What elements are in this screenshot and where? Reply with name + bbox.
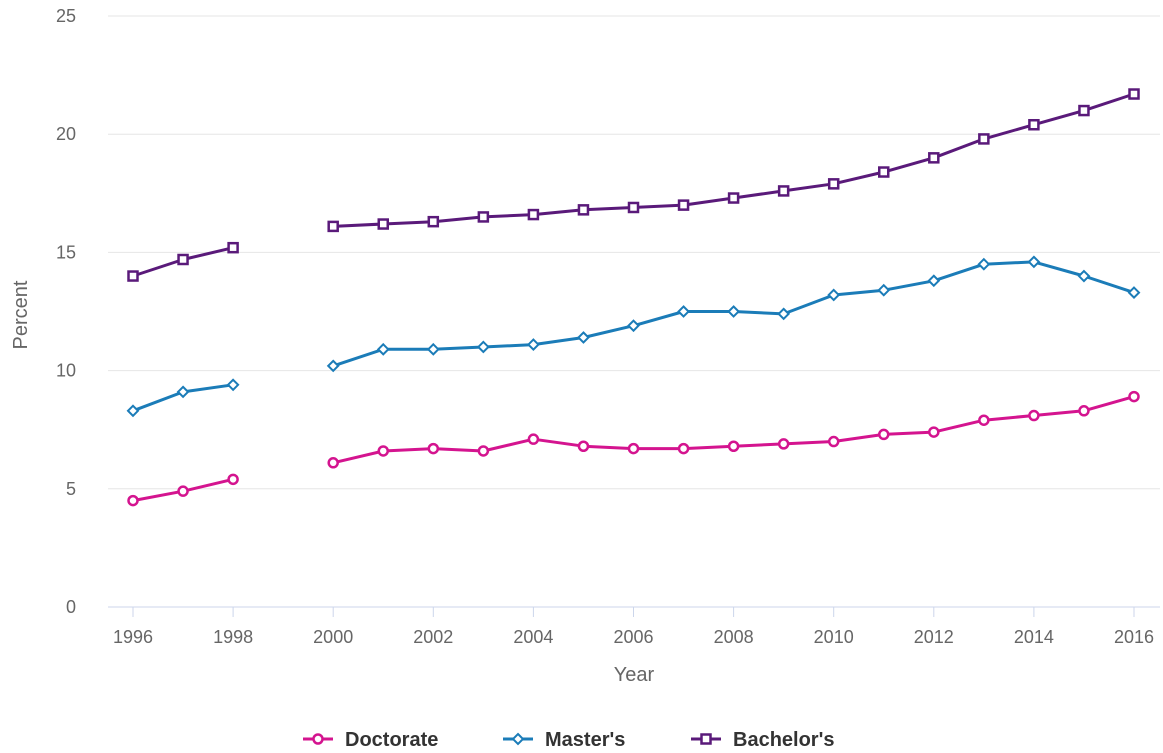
data-point [879, 285, 889, 295]
legend-marker [702, 735, 711, 744]
series-2 [129, 90, 1139, 281]
data-point [329, 458, 338, 467]
data-point [529, 435, 538, 444]
data-point [729, 442, 738, 451]
data-point [779, 186, 788, 195]
data-point [228, 380, 238, 390]
y-tick-label: 25 [56, 6, 76, 26]
x-tick-label: 2004 [513, 627, 553, 647]
data-point [428, 344, 438, 354]
x-tick-label: 2002 [413, 627, 453, 647]
series-0 [129, 392, 1139, 505]
data-point [879, 168, 888, 177]
data-point [429, 444, 438, 453]
series-line [133, 94, 1134, 276]
data-point [1079, 271, 1089, 281]
data-point [1029, 411, 1038, 420]
legend: Doctorate Master's Bachelor's [303, 729, 834, 751]
data-point [679, 307, 689, 317]
legend-item: Doctorate [303, 729, 438, 751]
data-point [829, 437, 838, 446]
data-point [329, 222, 338, 231]
data-point [379, 446, 388, 455]
legend-marker [314, 735, 323, 744]
y-tick-label: 10 [56, 361, 76, 381]
data-point [1079, 406, 1088, 415]
legend-marker [513, 734, 523, 744]
x-tick-label: 2006 [613, 627, 653, 647]
x-axis-title: Year [614, 664, 655, 686]
data-point [328, 361, 338, 371]
series-layer [128, 90, 1139, 506]
data-point [979, 134, 988, 143]
y-tick-label: 15 [56, 242, 76, 262]
y-axis-title: Percent [10, 280, 32, 349]
legend-label: Master's [545, 729, 625, 751]
x-tick-label: 1996 [113, 627, 153, 647]
data-point [479, 446, 488, 455]
x-tick-label: 2014 [1014, 627, 1054, 647]
data-point [829, 179, 838, 188]
data-point [579, 205, 588, 214]
data-point [729, 307, 739, 317]
data-point [929, 428, 938, 437]
data-point [179, 487, 188, 496]
data-point [629, 321, 639, 331]
data-point [528, 340, 538, 350]
data-point [378, 344, 388, 354]
x-tick-label: 2012 [914, 627, 954, 647]
data-point [579, 442, 588, 451]
data-point [1130, 392, 1139, 401]
legend-label: Bachelor's [733, 729, 834, 751]
series-1 [128, 257, 1139, 416]
data-point [679, 201, 688, 210]
x-tick-label: 2016 [1114, 627, 1154, 647]
data-point [178, 387, 188, 397]
data-point [578, 333, 588, 343]
data-point [779, 309, 789, 319]
data-point [1029, 120, 1038, 129]
data-point [478, 342, 488, 352]
data-point [979, 259, 989, 269]
data-point [679, 444, 688, 453]
data-point [179, 255, 188, 264]
series-line [133, 262, 1134, 411]
x-tick-label: 2000 [313, 627, 353, 647]
x-tick-label: 2010 [814, 627, 854, 647]
data-point [529, 210, 538, 219]
data-point [129, 272, 138, 281]
data-point [229, 475, 238, 484]
legend-item: Master's [503, 729, 625, 751]
data-point [979, 416, 988, 425]
x-tick-label: 2008 [714, 627, 754, 647]
data-point [879, 430, 888, 439]
data-point [929, 276, 939, 286]
data-point [829, 290, 839, 300]
x-tick-label: 1998 [213, 627, 253, 647]
data-point [479, 212, 488, 221]
data-point [1029, 257, 1039, 267]
data-point [929, 153, 938, 162]
data-point [629, 203, 638, 212]
data-point [1130, 90, 1139, 99]
y-tick-label: 20 [56, 124, 76, 144]
data-point [429, 217, 438, 226]
data-point [779, 439, 788, 448]
data-point [379, 220, 388, 229]
data-point [229, 243, 238, 252]
axes: 0 5 10 15 20 25 1996 1998 2000 2002 2004 2006 2008 20… [56, 6, 1160, 647]
y-tick-label: 5 [66, 479, 76, 499]
data-point [629, 444, 638, 453]
data-point [1129, 288, 1139, 298]
data-point [129, 496, 138, 505]
data-point [128, 406, 138, 416]
legend-label: Doctorate [345, 729, 438, 751]
y-tick-label: 0 [66, 597, 76, 617]
data-point [1079, 106, 1088, 115]
data-point [729, 194, 738, 203]
legend-item: Bachelor's [691, 729, 834, 751]
